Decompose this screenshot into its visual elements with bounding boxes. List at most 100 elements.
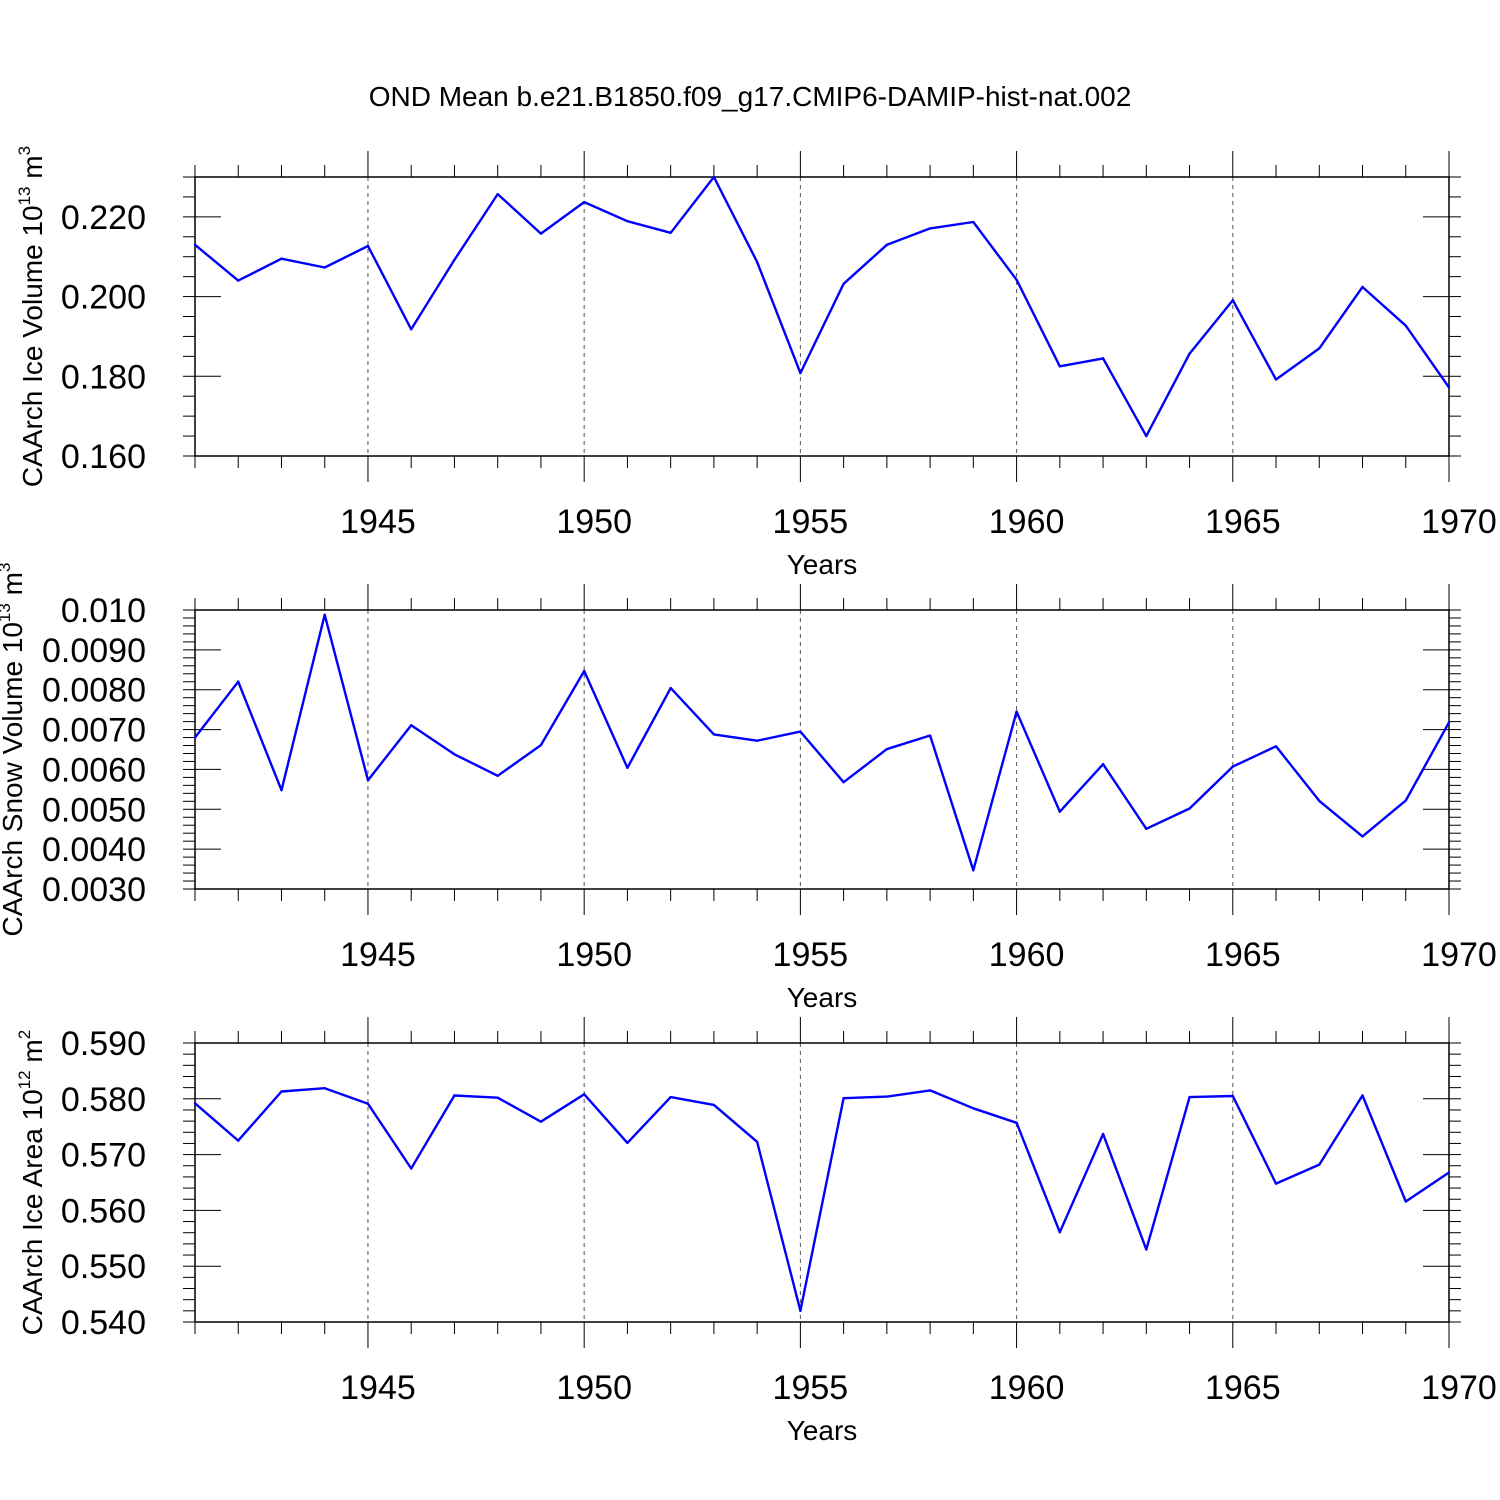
data-point — [496, 774, 499, 778]
x-axis-title: Years — [787, 1415, 858, 1446]
data-point — [1447, 386, 1451, 389]
y-tick-label: 0.0080 — [42, 672, 146, 710]
data-point — [280, 788, 283, 792]
data-point — [928, 734, 932, 737]
data-point — [1101, 357, 1105, 360]
data-point — [496, 192, 499, 196]
data-point — [1015, 1121, 1018, 1124]
data-point — [755, 260, 759, 264]
data-point — [193, 736, 197, 739]
data-point — [1015, 278, 1018, 282]
data-point — [712, 1103, 716, 1107]
data-point — [885, 1095, 889, 1098]
data-point — [626, 220, 629, 223]
data-point — [453, 1094, 456, 1097]
data-point — [1404, 324, 1407, 327]
x-tick-label: 1945 — [340, 936, 416, 974]
data-point — [1361, 835, 1364, 838]
x-tick-label: 1950 — [556, 503, 632, 541]
data-point — [280, 1090, 283, 1093]
y-axis-title: CAArch Ice Area 1012 m2 — [15, 1030, 48, 1335]
y-tick-label: 0.580 — [61, 1081, 146, 1119]
data-point — [539, 1120, 543, 1123]
y-axis-title: CAArch Ice Volume 1013 m3 — [15, 146, 48, 487]
data-point — [323, 613, 326, 616]
data-point — [799, 730, 802, 733]
y-tick-label: 0.540 — [61, 1304, 146, 1342]
data-point — [755, 1140, 759, 1143]
x-tick-label: 1950 — [556, 936, 632, 974]
data-point — [755, 739, 759, 742]
y-tick-label: 0.590 — [61, 1025, 146, 1063]
series-line — [194, 175, 1450, 438]
data-point — [1447, 721, 1451, 724]
y-axis-title: CAArch Snow Volume 1013 m3 — [0, 563, 28, 937]
data-point — [1145, 434, 1148, 438]
data-point — [972, 220, 975, 224]
data-point — [323, 1086, 326, 1090]
data-point — [539, 743, 543, 747]
data-point — [1058, 365, 1062, 368]
data-point — [1231, 298, 1234, 302]
data-point — [842, 282, 845, 286]
data-point — [842, 780, 845, 784]
data-point — [885, 747, 889, 751]
x-tick-label: 1970 — [1421, 503, 1497, 541]
x-tick-label: 1960 — [989, 1369, 1065, 1407]
data-point — [410, 723, 413, 727]
data-point — [323, 266, 326, 269]
x-tick-label: 1955 — [773, 1369, 849, 1407]
data-point — [366, 244, 370, 248]
figure-title: OND Mean b.e21.B1850.f09_g17.CMIP6-DAMIP… — [369, 81, 1132, 112]
x-tick-label: 1965 — [1205, 936, 1281, 974]
y-tick-label: 0.0050 — [42, 791, 146, 829]
data-point — [669, 1095, 672, 1099]
data-point — [626, 1141, 629, 1145]
y-tick-label: 0.550 — [61, 1248, 146, 1286]
data-point — [1274, 378, 1278, 381]
data-point — [1274, 1182, 1278, 1185]
data-point — [1361, 285, 1364, 289]
data-point — [1015, 710, 1018, 713]
x-tick-label: 1965 — [1205, 1369, 1281, 1407]
y-tick-label: 0.010 — [61, 592, 146, 630]
data-point — [1231, 1094, 1234, 1098]
x-axis-title: Years — [787, 549, 858, 580]
data-point — [1188, 1095, 1191, 1099]
data-point — [280, 257, 283, 260]
plot-frame — [194, 176, 1450, 457]
y-tick-label: 0.180 — [61, 358, 146, 396]
data-point — [582, 1093, 586, 1096]
data-point — [539, 232, 543, 235]
data-point — [1058, 1230, 1062, 1234]
y-tick-label: 0.0040 — [42, 831, 146, 869]
y-tick-label: 0.220 — [61, 199, 146, 237]
x-tick-label: 1960 — [989, 936, 1065, 974]
y-tick-label: 0.560 — [61, 1192, 146, 1230]
data-point — [928, 1089, 932, 1092]
data-point — [842, 1097, 845, 1100]
series-line — [194, 1086, 1450, 1313]
x-tick-label: 1960 — [989, 503, 1065, 541]
x-axis-title: Years — [787, 982, 858, 1013]
x-tick-label: 1965 — [1205, 503, 1281, 541]
data-point — [626, 766, 629, 770]
data-point — [1145, 827, 1148, 831]
data-point — [1145, 1248, 1148, 1251]
data-point — [972, 869, 975, 872]
x-tick-label: 1955 — [773, 936, 849, 974]
plot-frame — [194, 1042, 1450, 1323]
data-point — [410, 328, 413, 331]
data-point — [366, 778, 370, 782]
x-tick-label: 1945 — [340, 503, 416, 541]
x-tick-label: 1955 — [773, 503, 849, 541]
y-tick-label: 0.0060 — [42, 751, 146, 789]
y-tick-label: 0.0070 — [42, 712, 146, 750]
y-tick-label: 0.200 — [61, 279, 146, 317]
data-point — [1318, 1163, 1321, 1166]
data-point — [799, 1309, 802, 1313]
data-point — [799, 371, 802, 375]
data-point — [237, 680, 240, 683]
data-point — [1274, 745, 1278, 748]
data-point — [1404, 799, 1407, 802]
